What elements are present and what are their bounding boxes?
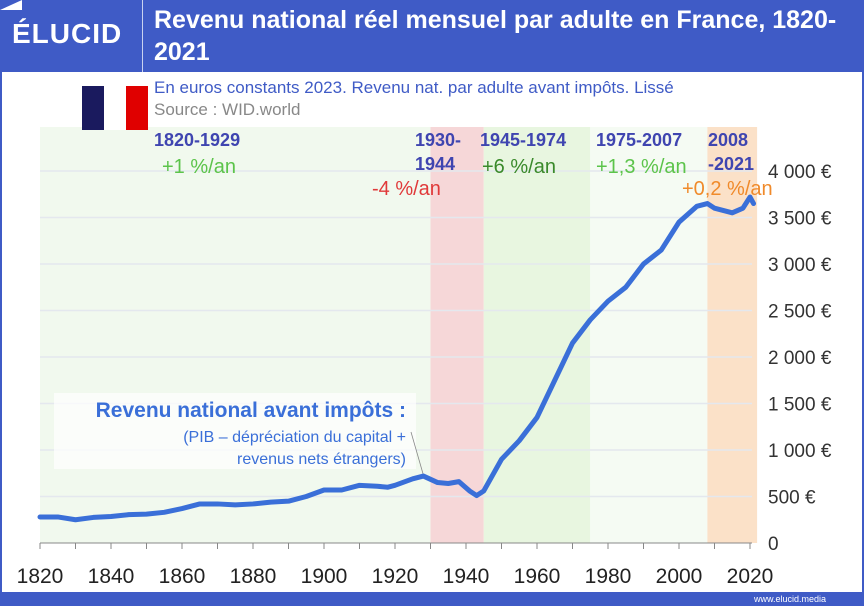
x-tick-label: 1920 [372, 565, 419, 588]
footer-link[interactable]: www.elucid.media [753, 594, 826, 604]
period-band [483, 127, 591, 543]
x-tick-label: 1860 [159, 565, 206, 588]
chart-title: Revenu national réel mensuel par adulte … [154, 6, 837, 66]
x-tick-label: 1980 [585, 565, 632, 588]
series-line [37, 194, 757, 523]
logo: ÉLUCID [12, 18, 123, 49]
x-tick-label: 1940 [443, 565, 490, 588]
x-tick-label: 1840 [88, 565, 135, 588]
annotation-leader [410, 431, 424, 476]
x-tick-label: 1900 [301, 565, 348, 588]
x-tick-label: 2000 [656, 565, 703, 588]
y-tick-label: 0 [768, 534, 779, 555]
y-tick-label: 4 000 € [768, 162, 832, 183]
y-tick-label: 1 500 € [768, 395, 832, 416]
period-band [590, 127, 708, 543]
x-tick-label: 2020 [727, 565, 774, 588]
period-rate: -4 %/an [372, 178, 441, 200]
period-label: 1930- [415, 130, 461, 150]
annotation-title: Revenu national avant impôts : [96, 399, 406, 422]
period-label: 1945-1974 [480, 130, 566, 150]
y-tick-label: 2 500 € [768, 302, 832, 323]
period-label: 1975-2007 [596, 130, 682, 150]
elucid-logo-icon [0, 0, 22, 10]
divider [142, 0, 143, 72]
y-tick-label: 3 000 € [768, 255, 832, 276]
period-rate: +6 %/an [482, 156, 556, 178]
period-label: 1944 [415, 154, 455, 174]
y-tick-label: 2 000 € [768, 348, 832, 369]
y-tick-label: 1 000 € [768, 441, 832, 462]
y-tick-label: 3 500 € [768, 209, 832, 230]
period-rate: +1,3 %/an [596, 156, 687, 178]
period-label: 1820-1929 [154, 130, 240, 150]
x-tick-label: 1820 [17, 565, 64, 588]
source: Source : WID.world [154, 100, 301, 119]
x-tick-label: 1880 [230, 565, 277, 588]
header: ÉLUCID Revenu national réel mensuel par … [0, 0, 864, 72]
annotation-line: revenus nets étrangers) [237, 451, 406, 468]
period-label: -2021 [708, 154, 754, 174]
period-band [40, 127, 431, 543]
period-band [430, 127, 484, 543]
period-label: 2008 [708, 130, 748, 150]
period-rate: +1 %/an [162, 156, 236, 178]
y-tick-label: 500 € [768, 488, 816, 509]
annotation-box [54, 393, 416, 469]
annotation-line: (PIB – dépréciation du capital + [183, 429, 406, 446]
period-rate: +0,2 %/an [682, 178, 773, 200]
subtitle: En euros constants 2023. Revenu nat. par… [154, 78, 674, 97]
france-flag-icon [82, 86, 148, 130]
x-tick-label: 1960 [514, 565, 561, 588]
